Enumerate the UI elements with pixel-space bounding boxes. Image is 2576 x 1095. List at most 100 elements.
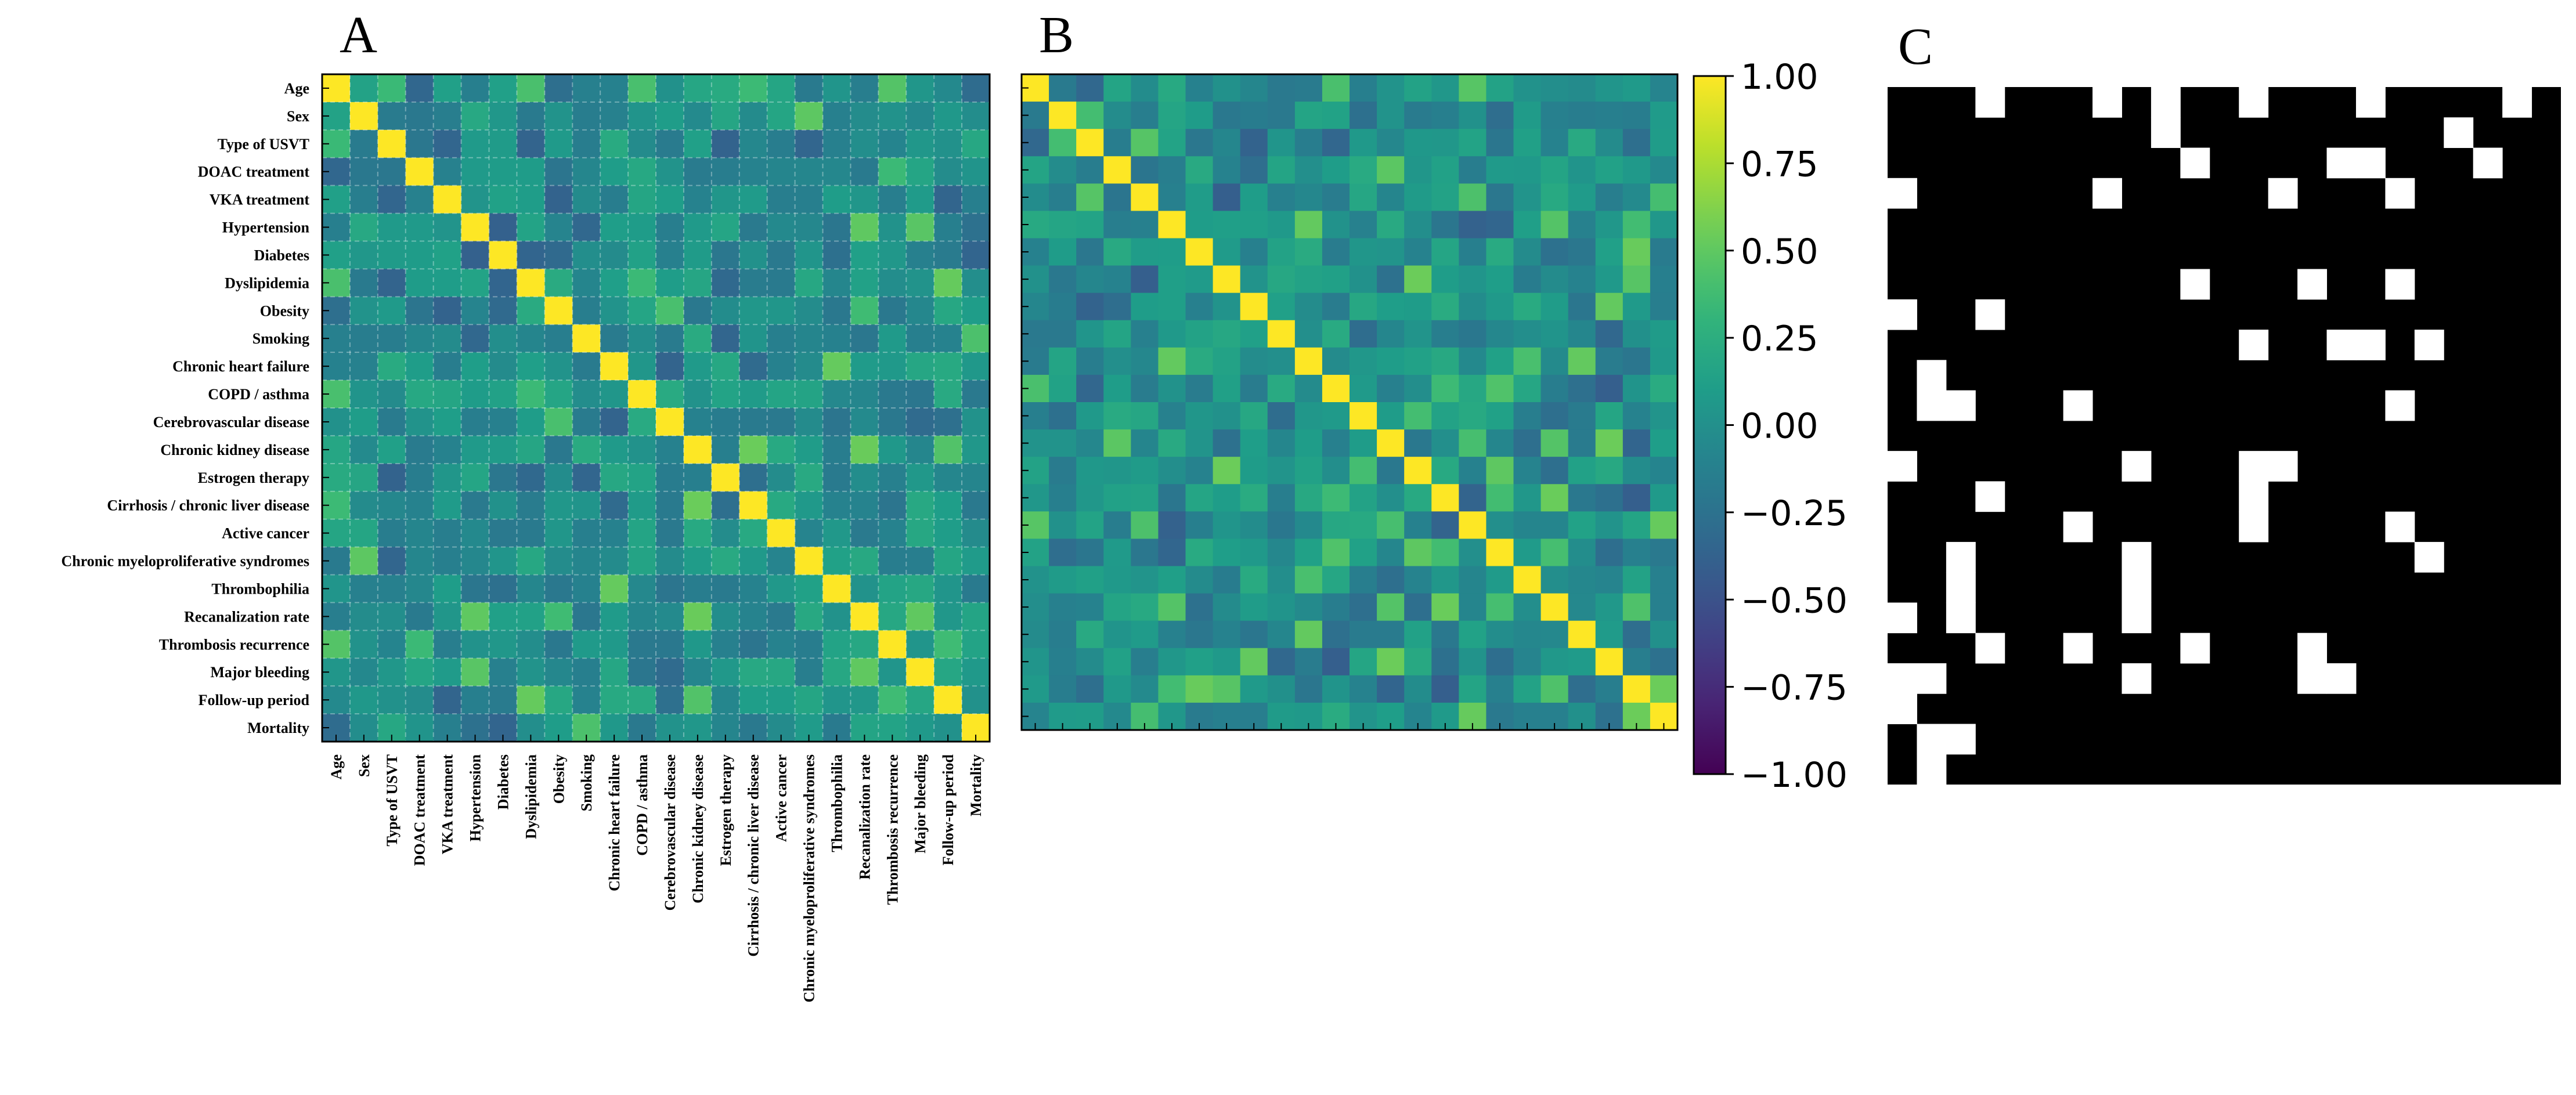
- heatmap-b-cell: [1622, 320, 1651, 348]
- heatmap-a-cell: [544, 463, 573, 492]
- heatmap-a-cell: [405, 574, 434, 603]
- heatmap-a-cell: [461, 435, 490, 464]
- heatmap-a-cell: [600, 380, 629, 409]
- heatmap-a-cell: [906, 491, 935, 520]
- heatmap-a-cell: [517, 102, 545, 131]
- heatmap-b-cell: [1377, 457, 1405, 485]
- heatmap-b-cell: [1459, 102, 1487, 129]
- heatmap-a-cell: [628, 686, 656, 714]
- heatmap-b-cell: [1240, 593, 1268, 621]
- heatmap-b-cell: [1377, 292, 1405, 321]
- column-label: Diabetes: [495, 754, 512, 809]
- heatmap-a-cell: [600, 491, 629, 520]
- heatmap-a-cell: [962, 463, 990, 492]
- heatmap-b-cell: [1267, 511, 1296, 540]
- heatmap-a-cell: [377, 602, 406, 631]
- heatmap-b-cell: [1513, 675, 1542, 703]
- heatmap-b-cell: [1622, 593, 1651, 621]
- heatmap-a-cell: [433, 686, 462, 714]
- heatmap-a-cell: [739, 269, 768, 297]
- heatmap-a-cell: [489, 102, 518, 131]
- heatmap-b-cell: [1650, 648, 1678, 676]
- heatmap-a-cell: [711, 547, 740, 576]
- heatmap-a-cell: [878, 269, 907, 297]
- row-label: Chronic myeloproliferative syndromes: [61, 553, 309, 570]
- column-label: COPD / asthma: [634, 754, 651, 856]
- heatmap-b-cell: [1377, 156, 1405, 184]
- heatmap-b-cell: [1350, 292, 1377, 321]
- heatmap-a-cell: [850, 157, 879, 186]
- heatmap-b-cell: [1131, 429, 1159, 457]
- heatmap-b-cell: [1622, 102, 1651, 129]
- colorbar-tick-label: −0.75: [1741, 668, 1848, 709]
- heatmap-b-cell: [1103, 457, 1131, 485]
- heatmap-a-cell: [461, 352, 490, 381]
- heatmap-a-cell: [433, 324, 462, 353]
- heatmap-b-cell: [1350, 429, 1377, 457]
- heatmap-a-cell: [683, 519, 712, 548]
- colorbar-gradient: [1693, 75, 1727, 775]
- heatmap-b-cell: [1540, 129, 1569, 157]
- heatmap-a-cell: [822, 213, 852, 242]
- mask-cell: [2268, 178, 2298, 209]
- heatmap-a-cell: [906, 547, 935, 576]
- heatmap-a-cell: [544, 519, 573, 548]
- heatmap-a-cell: [850, 324, 879, 353]
- heatmap-b-cell: [1459, 675, 1487, 703]
- heatmap-b-cell: [1486, 347, 1514, 375]
- heatmap-b-cell: [1294, 566, 1323, 594]
- heatmap-a-cell: [850, 269, 879, 297]
- heatmap-b-cell: [1486, 183, 1514, 212]
- heatmap-b-cell: [1513, 648, 1542, 676]
- column-label: Recanalization rate: [856, 754, 873, 880]
- heatmap-b-cell: [1377, 402, 1405, 430]
- heatmap-b-cell: [1404, 402, 1432, 430]
- heatmap-b-cell: [1350, 347, 1377, 375]
- panel-label-b: B: [1039, 6, 1074, 64]
- heatmap-a-cell: [656, 185, 684, 214]
- heatmap-b-cell: [1540, 183, 1569, 212]
- heatmap-a-cell: [433, 74, 462, 103]
- heatmap-a-cell: [377, 157, 406, 186]
- heatmap-b-cell: [1158, 539, 1186, 567]
- heatmap-a-cell: [405, 602, 434, 631]
- heatmap-b-cell: [1294, 539, 1323, 567]
- heatmap-a-cell: [600, 630, 629, 659]
- heatmap-b-cell: [1350, 593, 1377, 621]
- heatmap-b-cell: [1213, 402, 1241, 430]
- heatmap-b-cell: [1459, 566, 1487, 594]
- heatmap-b-cell: [1294, 648, 1323, 676]
- heatmap-a-cell: [517, 602, 545, 631]
- heatmap-b-cell: [1103, 620, 1131, 649]
- heatmap-b-cell: [1540, 347, 1569, 375]
- heatmap-b-cell: [1486, 129, 1514, 157]
- heatmap-b-cell: [1540, 292, 1569, 321]
- heatmap-b-cell: [1595, 648, 1623, 676]
- heatmap-a-cell: [962, 519, 990, 548]
- column-label: Type of USVT: [384, 754, 401, 846]
- colorbar-tick-label: 0.75: [1741, 144, 1819, 185]
- heatmap-a-cell: [656, 463, 684, 492]
- heatmap-a-cell: [572, 408, 601, 436]
- heatmap-a-cell: [878, 380, 907, 409]
- heatmap-b-cell: [1650, 374, 1678, 403]
- heatmap-a-cell: [433, 630, 462, 659]
- heatmap-b-cell: [1595, 484, 1623, 512]
- heatmap-b-cell: [1294, 74, 1323, 102]
- heatmap-a-cell: [767, 102, 796, 131]
- heatmap-a-cell: [405, 157, 434, 186]
- heatmap-b-cell: [1185, 347, 1214, 375]
- heatmap-a-cell: [517, 129, 545, 158]
- heatmap-a-cell: [544, 241, 573, 270]
- heatmap-a-cell: [878, 519, 907, 548]
- heatmap-a-cell: [461, 658, 490, 686]
- heatmap-a-cell: [711, 269, 740, 297]
- heatmap-a-cell: [711, 352, 740, 381]
- heatmap-a-cell: [711, 241, 740, 270]
- heatmap-a-cell: [906, 297, 935, 325]
- heatmap-a-cell: [962, 297, 990, 325]
- heatmap-a-cell: [405, 352, 434, 381]
- heatmap-b-cell: [1213, 648, 1241, 676]
- heatmap-a-cell: [934, 102, 962, 131]
- heatmap-b-cell: [1294, 238, 1323, 266]
